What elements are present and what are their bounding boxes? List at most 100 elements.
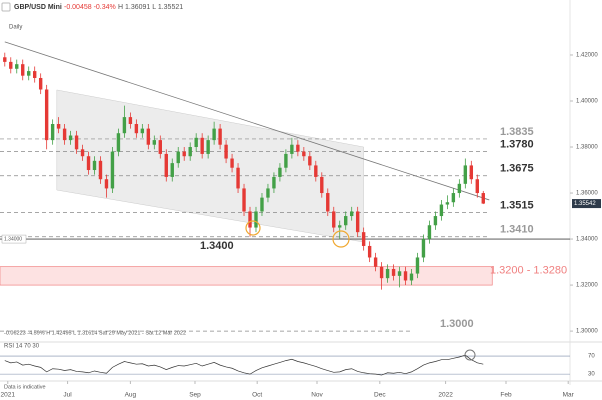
- y-tick-label: 1.34000: [576, 237, 598, 243]
- candle-body: [373, 257, 378, 267]
- candle-body: [9, 61, 13, 69]
- candle-body: [403, 271, 408, 281]
- x-tick-label: Nov: [311, 392, 323, 399]
- rsi-tick-label: 30: [588, 372, 595, 378]
- candle-body: [344, 216, 348, 226]
- candle-body: [146, 128, 151, 145]
- candle-body: [200, 137, 204, 154]
- last-price-label: 1.35542: [574, 201, 596, 207]
- candle-body: [32, 71, 37, 78]
- x-tick-label: Mar: [563, 392, 575, 399]
- candle-body: [98, 160, 103, 180]
- candle-body: [397, 271, 402, 276]
- level-label: 1.3675: [500, 163, 534, 175]
- level-label: 1.3515: [500, 200, 534, 212]
- note: Data is indicative: [4, 384, 46, 390]
- last-price-tag: [572, 199, 601, 209]
- rsi-label: RSI 14 70 30: [4, 344, 40, 350]
- summary: -0.06223 -4.59% H 1.42495 L 1.31614 Sat …: [4, 330, 186, 336]
- trendline: [4, 41, 490, 201]
- x-tick-label: Jul: [63, 392, 72, 399]
- candle-body: [224, 144, 228, 159]
- candle-body: [50, 124, 55, 141]
- candle-body: [469, 165, 474, 180]
- candle-body: [445, 202, 450, 205]
- channel: [56, 89, 364, 243]
- y-tick-label: 1.40000: [576, 99, 598, 105]
- candle-body: [433, 216, 438, 226]
- x-tick-label: Dec: [374, 392, 386, 399]
- candle-body: [128, 117, 133, 125]
- candle-body: [206, 140, 210, 154]
- candle-body: [176, 151, 180, 164]
- candle-body: [122, 117, 127, 134]
- highlight: [464, 349, 476, 361]
- y-tick-label: 1.38000: [576, 145, 598, 151]
- candle-body: [248, 211, 252, 228]
- candle-body: [242, 188, 246, 212]
- candle-body: [236, 167, 240, 189]
- candle-body: [427, 225, 432, 240]
- candle-body: [278, 167, 282, 177]
- candle-body: [272, 176, 276, 189]
- y-tick-label: 1.42000: [576, 53, 598, 59]
- candle-body: [62, 128, 67, 141]
- menu-icon[interactable]: [1, 2, 11, 12]
- y-tick-label: 1.32000: [576, 283, 598, 289]
- candle-body: [140, 128, 145, 134]
- candle-body: [194, 137, 198, 148]
- candle-body: [391, 268, 396, 276]
- highlight: [245, 220, 261, 236]
- candle-body: [212, 128, 216, 141]
- candle-body: [296, 144, 300, 152]
- candle-body: [332, 211, 336, 228]
- candle-body: [284, 153, 288, 168]
- candle-body: [27, 71, 31, 76]
- candle-body: [110, 151, 115, 189]
- x-tick-label: 2022: [438, 392, 453, 399]
- candle-body: [355, 211, 360, 233]
- candle-body: [230, 158, 234, 168]
- level-label: 1.3000: [440, 318, 474, 330]
- interval: Daily: [9, 25, 22, 31]
- zone-label: 1.3200 - 1.3280: [490, 265, 567, 277]
- candle-body: [338, 225, 342, 228]
- candle-body: [44, 89, 49, 141]
- level-tag-box: [1, 234, 27, 244]
- candle-body: [308, 156, 312, 166]
- candle-body: [349, 211, 354, 217]
- candle-body: [314, 165, 318, 177]
- candle-body: [56, 124, 61, 129]
- candle-body: [290, 144, 294, 154]
- level-label: 1.3400: [200, 240, 234, 252]
- candle-body: [463, 165, 468, 184]
- x-tick-label: Feb: [500, 392, 512, 399]
- y-tick-label: 1.30000: [576, 329, 598, 335]
- candle-body: [116, 133, 121, 152]
- candle-body: [409, 273, 414, 281]
- level-label: 1.3410: [500, 224, 534, 236]
- candle-body: [134, 124, 139, 134]
- candle-body: [86, 156, 91, 171]
- candle-body: [475, 179, 479, 194]
- candle-body: [260, 197, 264, 212]
- candle-body: [74, 135, 79, 150]
- level-tag: 1.34000: [4, 236, 22, 242]
- candle-body: [158, 140, 162, 154]
- candle-body: [21, 64, 25, 76]
- candle-body: [182, 151, 186, 157]
- zone: [0, 266, 493, 286]
- candle-body: [302, 151, 306, 157]
- candle-body: [421, 239, 426, 258]
- x-tick-label: Sep: [189, 392, 201, 399]
- change: -0.00458 -0.34%: [64, 4, 116, 11]
- candle-body: [320, 176, 324, 194]
- candle-body: [379, 266, 384, 279]
- candle-body: [451, 193, 456, 203]
- candle-body: [80, 149, 85, 157]
- candle-body: [439, 204, 444, 217]
- candle-body: [415, 257, 420, 274]
- symbol: GBP/USD Mini: [14, 4, 62, 11]
